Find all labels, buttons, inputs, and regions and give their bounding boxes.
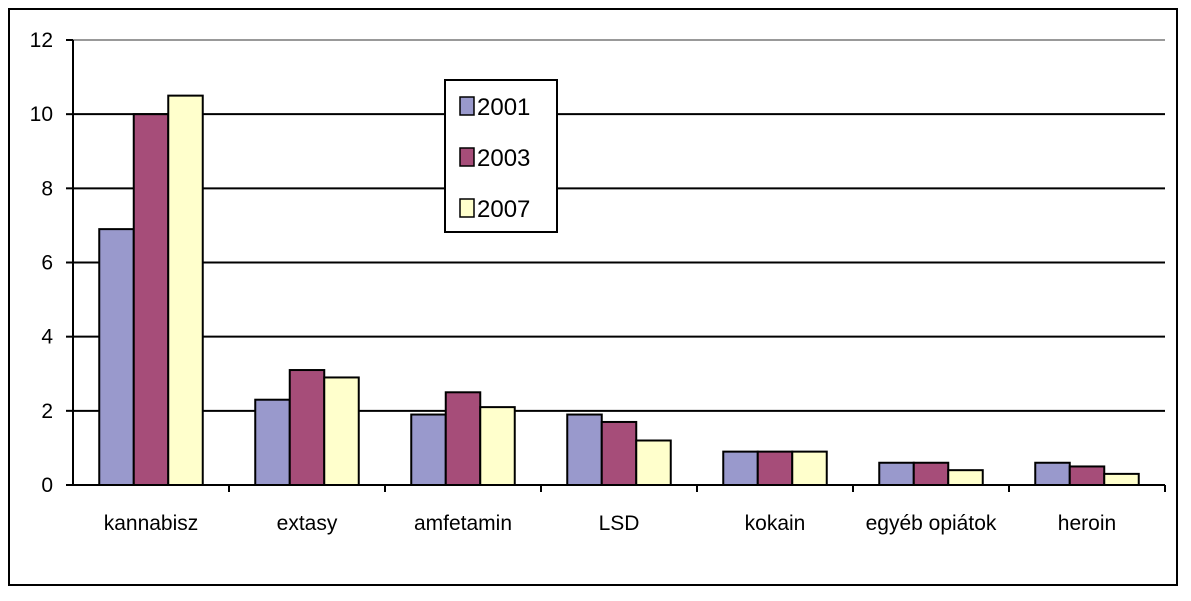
gridlines — [73, 39, 1165, 412]
tick-labels: 0 2 4 6 8 10 12 kannabisz extasy amfetamin LSD koka… — [30, 29, 1117, 535]
legend-swatch — [459, 147, 475, 167]
x-tick-label: heroin — [1058, 512, 1116, 535]
bars — [98, 94, 1140, 487]
bar — [479, 406, 516, 486]
bar — [323, 376, 360, 487]
y-tick-label: 0 — [41, 474, 53, 497]
bar — [722, 450, 759, 486]
bar — [566, 413, 603, 486]
legend: 2001 2003 2007 — [444, 79, 558, 233]
bar — [1103, 472, 1140, 486]
legend-swatch — [459, 96, 475, 116]
y-tick-label: 12 — [30, 29, 53, 52]
axes — [66, 39, 1166, 492]
bar — [1034, 461, 1071, 486]
bar — [132, 113, 170, 487]
y-tick-label: 2 — [41, 400, 53, 423]
bar — [756, 450, 794, 486]
bar — [98, 228, 135, 486]
x-tick-label: kannabisz — [104, 512, 199, 535]
x-tick-label: kokain — [745, 512, 806, 535]
legend-swatch — [459, 198, 475, 218]
x-tick-label: LSD — [599, 512, 640, 535]
bar — [947, 469, 984, 486]
bar — [288, 369, 326, 486]
bar — [1068, 465, 1106, 487]
bar — [167, 94, 204, 486]
bar — [912, 461, 950, 486]
bar — [791, 450, 828, 486]
bar — [254, 398, 291, 487]
y-tick-label: 6 — [41, 252, 53, 275]
y-tick-label: 10 — [30, 103, 53, 126]
x-tick-label: amfetamin — [414, 512, 512, 535]
x-tick-label: egyéb opiátok — [866, 512, 997, 535]
legend-label: 2001 — [477, 94, 530, 121]
bar — [410, 413, 447, 486]
bar — [635, 439, 672, 486]
bar — [878, 461, 915, 486]
bar — [444, 391, 482, 486]
y-tick-label: 8 — [41, 177, 53, 200]
x-tick-label: extasy — [277, 512, 338, 535]
legend-label: 2007 — [477, 196, 530, 223]
legend-label: 2003 — [477, 145, 530, 172]
y-tick-label: 4 — [41, 326, 53, 349]
bar — [600, 420, 638, 487]
